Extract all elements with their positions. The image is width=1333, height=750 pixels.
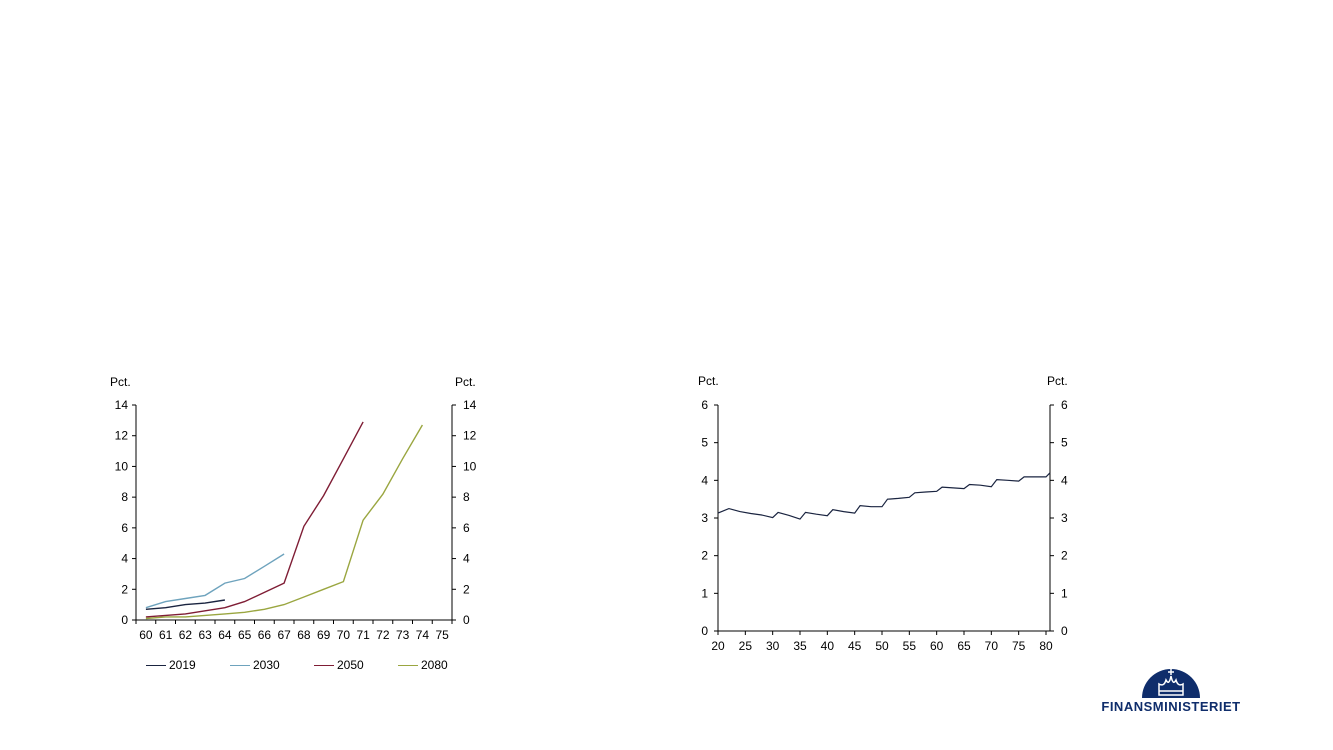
right-chart-unit-right: Pct. — [1047, 374, 1068, 388]
right-y-tick-label: 0 — [701, 624, 708, 638]
left-x-tick-label: 70 — [337, 628, 351, 642]
right-y-tick-label: 5 — [701, 436, 708, 450]
crown-icon — [1142, 669, 1200, 698]
right-x-tick-label: 55 — [903, 639, 917, 653]
left-x-tick-label: 66 — [258, 628, 272, 642]
legend-label-2030: 2030 — [253, 658, 280, 672]
right-x-tick-label: 40 — [821, 639, 835, 653]
right-series-line-0 — [717, 472, 1051, 520]
left-y-tick-label: 12 — [115, 429, 129, 443]
left-chart-unit-right: Pct. — [455, 375, 476, 389]
left-y-tick-label: 4 — [121, 552, 128, 566]
left-y-tick-label-right: 2 — [463, 582, 470, 596]
left-y-tick-label: 0 — [121, 613, 128, 627]
series-line-2050 — [145, 421, 364, 618]
right-y-tick-label-right: 4 — [1061, 473, 1068, 487]
right-x-tick-label: 35 — [793, 639, 807, 653]
left-x-tick-label: 68 — [297, 628, 311, 642]
left-x-tick-label: 69 — [317, 628, 331, 642]
right-chart-unit-left: Pct. — [698, 374, 719, 388]
right-x-tick-label: 30 — [766, 639, 780, 653]
right-y-tick-label-right: 0 — [1061, 624, 1068, 638]
legend-label-2080: 2080 — [421, 658, 448, 672]
left-x-tick-label: 61 — [159, 628, 173, 642]
finansministeriet-logo: FINANSMINISTERIET — [1084, 664, 1258, 714]
left-x-tick-label: 74 — [416, 628, 430, 642]
right-x-tick-label: 65 — [957, 639, 971, 653]
left-x-tick-label: 75 — [435, 628, 449, 642]
legend-label-2050: 2050 — [337, 658, 364, 672]
left-x-tick-label: 67 — [277, 628, 291, 642]
right-y-tick-label: 4 — [701, 473, 708, 487]
right-x-tick-label: 50 — [875, 639, 889, 653]
left-y-tick-label: 10 — [115, 459, 129, 473]
logo-wordmark: FINANSMINISTERIET — [1101, 699, 1241, 714]
legend-swatch-2080 — [398, 664, 418, 666]
right-y-tick-label-right: 6 — [1061, 398, 1068, 412]
right-y-tick-label-right: 2 — [1061, 549, 1068, 563]
left-y-tick-label-right: 14 — [463, 398, 477, 412]
legend-swatch-2019 — [146, 664, 166, 666]
left-y-tick-label: 2 — [121, 582, 128, 596]
left-y-tick-label-right: 4 — [463, 552, 470, 566]
right-x-tick-label: 45 — [848, 639, 862, 653]
left-y-tick-label-right: 10 — [463, 459, 477, 473]
legend-item-2050: 2050 — [314, 658, 398, 672]
series-line-2030 — [145, 553, 285, 609]
left-y-tick-label-right: 6 — [463, 521, 470, 535]
right-y-tick-label-right: 1 — [1061, 586, 1068, 600]
series-line-2019 — [145, 599, 226, 610]
right-y-tick-label: 2 — [701, 549, 708, 563]
left-x-tick-label: 62 — [179, 628, 193, 642]
left-y-tick-label-right: 12 — [463, 429, 477, 443]
right-x-tick-label: 75 — [1012, 639, 1026, 653]
right-y-tick-label: 3 — [701, 511, 708, 525]
legend-item-2019: 2019 — [146, 658, 230, 672]
left-x-tick-label: 72 — [376, 628, 390, 642]
legend-swatch-2050 — [314, 664, 334, 666]
left-y-tick-label-right: 8 — [463, 490, 470, 504]
legend-swatch-2030 — [230, 664, 250, 666]
left-y-tick-label: 8 — [121, 490, 128, 504]
legend-label-2019: 2019 — [169, 658, 196, 672]
legend-item-2080: 2080 — [398, 658, 482, 672]
right-line-chart: Pct. Pct. 0 01 12 23 34 45 56 620 25 30 35 40 45 50 55… — [698, 374, 1068, 653]
legend-item-2030: 2030 — [230, 658, 314, 672]
right-x-tick-label: 25 — [739, 639, 753, 653]
right-x-tick-label: 80 — [1039, 639, 1053, 653]
left-y-tick-label-right: 0 — [463, 613, 470, 627]
left-y-tick-label: 14 — [115, 398, 129, 412]
right-x-tick-label: 60 — [930, 639, 944, 653]
left-x-tick-label: 63 — [198, 628, 212, 642]
right-y-tick-label: 1 — [701, 586, 708, 600]
right-x-tick-label: 20 — [711, 639, 725, 653]
right-y-tick-label-right: 3 — [1061, 511, 1068, 525]
series-line-2080 — [145, 424, 424, 620]
right-x-tick-label: 70 — [985, 639, 999, 653]
left-y-tick-label: 6 — [121, 521, 128, 535]
right-y-tick-label-right: 5 — [1061, 436, 1068, 450]
left-x-tick-label: 73 — [396, 628, 410, 642]
left-x-tick-label: 64 — [218, 628, 232, 642]
left-x-tick-label: 65 — [238, 628, 252, 642]
right-y-tick-label: 6 — [701, 398, 708, 412]
left-x-tick-label: 71 — [356, 628, 370, 642]
left-x-tick-label: 60 — [139, 628, 153, 642]
left-chart-unit-left: Pct. — [110, 375, 131, 389]
left-chart-legend: 2019 2030 2050 2080 — [146, 658, 482, 672]
